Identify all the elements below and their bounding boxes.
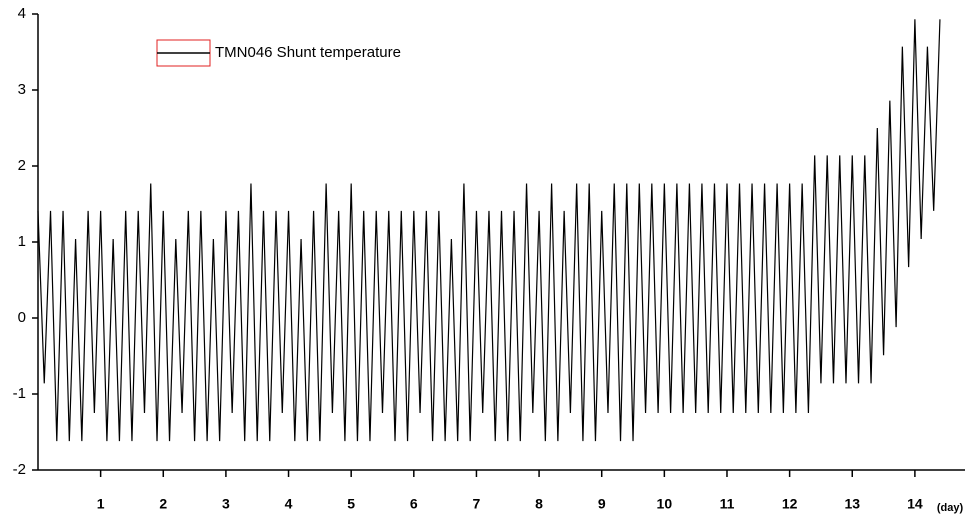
x-tick-label: 7 [473,496,481,512]
x-tick-label: 8 [535,496,543,512]
legend-label: TMN046 Shunt temperature [215,44,401,61]
x-tick-label: 4 [285,496,293,512]
y-tick-label: 4 [18,5,26,22]
x-tick-label: 13 [844,496,860,512]
y-tick-label: 0 [18,309,26,326]
y-tick-label: 2 [18,157,26,174]
x-tick-label: 12 [782,496,798,512]
x-tick-label: 6 [410,496,418,512]
x-tick-label: 11 [720,496,735,512]
x-tick-label: 2 [159,496,167,512]
y-tick-label: -1 [13,385,26,402]
x-tick-label: 14 [907,496,923,512]
x-tick-label: 1 [97,496,105,512]
x-tick-label: 9 [598,496,606,512]
line [37,19,941,442]
x-tick-label: 3 [222,496,230,512]
x-axis-label: (day) [937,502,964,514]
y-tick-label: 3 [18,81,26,98]
x-tick-label: 10 [657,496,673,512]
y-tick-label: -2 [13,461,26,478]
y-tick-label: 1 [18,233,26,250]
x-tick-label: 5 [347,496,355,512]
